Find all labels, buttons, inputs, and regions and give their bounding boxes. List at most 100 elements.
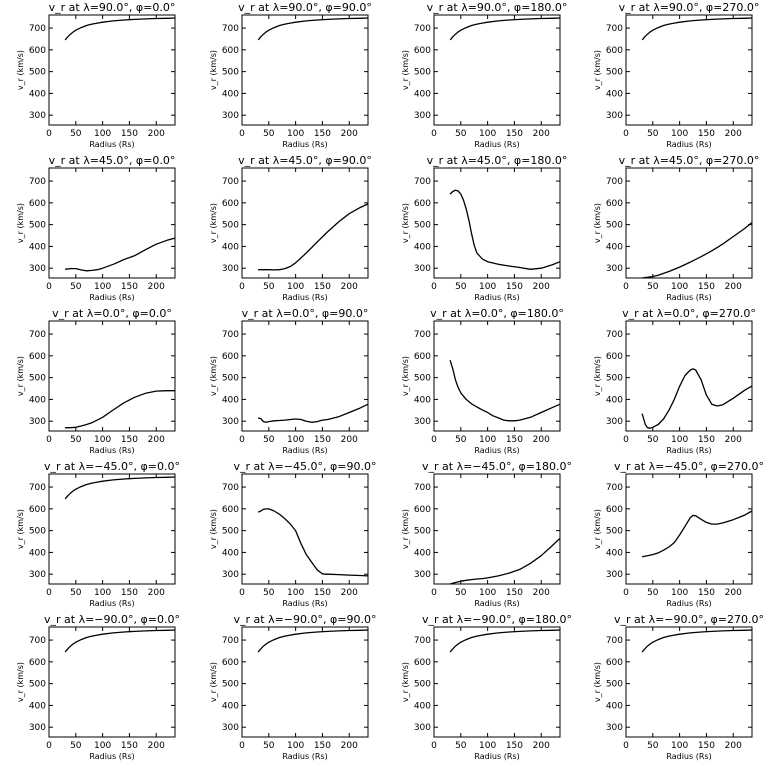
y-tick-label: 600: [29, 199, 46, 209]
x-tick-label: 150: [314, 435, 331, 445]
y-axis-label: v_r (km/s): [593, 356, 602, 396]
series-line: [65, 390, 175, 429]
y-tick-label: 300: [414, 417, 431, 427]
y-tick-label: 500: [222, 374, 239, 384]
y-tick-label: 600: [29, 658, 46, 668]
series-line: [65, 237, 176, 272]
plot-frame: [625, 473, 753, 585]
x-tick-label: 50: [70, 435, 82, 445]
x-tick-label: 200: [725, 741, 742, 751]
plot-frame: [48, 14, 176, 126]
plot-frame: [625, 626, 753, 738]
x-tick-label: 200: [341, 282, 358, 292]
y-tick-label: 400: [606, 548, 623, 558]
y-tick-label: 600: [414, 199, 431, 209]
y-tick-label: 300: [222, 723, 239, 733]
panel-title: v_r at λ=−90.0°, φ=0.0°: [44, 613, 180, 626]
panel-title: v_r at λ=−90.0°, φ=270.0°: [614, 613, 764, 626]
x-tick-label: 100: [479, 588, 496, 598]
panel-8: v_r at λ=0.0°, φ=0.0° 0 50 100 150 200 300 400 5…: [16, 307, 176, 455]
panel-title: v_r at λ=45.0°, φ=90.0°: [238, 154, 372, 167]
x-tick-label: 0: [623, 129, 629, 139]
x-tick-label: 200: [341, 129, 358, 139]
x-tick-label: 150: [314, 588, 331, 598]
panel-19: v_r at λ=−90.0°, φ=270.0° 0 50 100 150 200 300…: [593, 613, 764, 761]
x-tick-label: 50: [70, 282, 82, 292]
panel-title: v_r at λ=45.0°, φ=270.0°: [619, 154, 760, 167]
plot-frame: [48, 167, 176, 279]
x-tick-label: 100: [287, 435, 304, 445]
x-tick-label: 100: [479, 282, 496, 292]
y-tick-label: 300: [414, 723, 431, 733]
x-tick-label: 0: [239, 282, 245, 292]
x-tick-label: 150: [698, 741, 715, 751]
x-axis-label: Radius (Rs): [666, 293, 711, 302]
x-tick-label: 100: [287, 588, 304, 598]
x-tick-label: 50: [647, 588, 659, 598]
panel-title: v_r at λ=0.0°, φ=90.0°: [242, 307, 369, 320]
panel-3: v_r at λ=90.0°, φ=270.0° 0 50 100 150 200 300 4…: [593, 1, 759, 149]
y-tick-label: 700: [29, 24, 46, 34]
x-tick-label: 50: [70, 129, 82, 139]
series-line: [257, 629, 369, 653]
x-tick-label: 200: [725, 435, 742, 445]
y-axis-label: v_r (km/s): [209, 50, 218, 90]
x-tick-label: 0: [431, 129, 437, 139]
x-axis-label: Radius (Rs): [282, 599, 327, 608]
panel-7: v_r at λ=45.0°, φ=270.0° 0 50 100 150 200 300 4…: [593, 154, 759, 302]
y-tick-label: 400: [606, 242, 623, 252]
y-axis-label: v_r (km/s): [209, 509, 218, 549]
x-axis-label: Radius (Rs): [666, 140, 711, 149]
y-tick-label: 300: [222, 264, 239, 274]
plot-frame: [625, 167, 753, 279]
panel-6: v_r at λ=45.0°, φ=180.0° 0 50 100 150 200 300 4…: [401, 154, 567, 302]
y-tick-label: 500: [222, 221, 239, 231]
y-tick-label: 600: [606, 658, 623, 668]
x-axis-label: Radius (Rs): [282, 752, 327, 761]
y-tick-label: 400: [222, 242, 239, 252]
plot-frame: [241, 626, 369, 738]
x-axis-label: Radius (Rs): [666, 599, 711, 608]
x-axis-label: Radius (Rs): [666, 446, 711, 455]
panel-title: v_r at λ=−45.0°, φ=180.0°: [422, 460, 572, 473]
x-axis-label: Radius (Rs): [474, 293, 519, 302]
panel-title: v_r at λ=90.0°, φ=270.0°: [619, 1, 760, 14]
x-axis-label: Radius (Rs): [89, 293, 134, 302]
x-tick-label: 150: [506, 435, 523, 445]
series-line: [449, 17, 561, 41]
x-tick-label: 200: [533, 435, 550, 445]
x-tick-label: 200: [341, 588, 358, 598]
x-tick-label: 100: [671, 282, 688, 292]
x-tick-label: 150: [698, 588, 715, 598]
x-tick-label: 50: [263, 741, 275, 751]
panel-title: v_r at λ=−90.0°, φ=180.0°: [422, 613, 572, 626]
x-tick-label: 0: [431, 282, 437, 292]
x-tick-label: 100: [94, 282, 111, 292]
y-tick-label: 600: [414, 505, 431, 515]
x-tick-label: 150: [506, 129, 523, 139]
y-tick-label: 700: [606, 636, 623, 646]
x-tick-label: 0: [431, 588, 437, 598]
x-tick-label: 100: [671, 741, 688, 751]
x-axis-label: Radius (Rs): [474, 140, 519, 149]
y-tick-label: 400: [414, 548, 431, 558]
panel-title: v_r at λ=−45.0°, φ=270.0°: [614, 460, 764, 473]
x-tick-label: 0: [46, 741, 52, 751]
y-tick-label: 500: [29, 374, 46, 384]
y-tick-label: 300: [222, 417, 239, 427]
x-tick-label: 50: [263, 129, 275, 139]
y-tick-label: 500: [414, 68, 431, 78]
x-axis-label: Radius (Rs): [89, 599, 134, 608]
series-line: [258, 203, 369, 271]
y-axis-label: v_r (km/s): [401, 509, 410, 549]
x-axis-label: Radius (Rs): [89, 446, 134, 455]
x-tick-label: 50: [647, 435, 659, 445]
y-tick-label: 500: [606, 680, 623, 690]
x-tick-label: 150: [506, 588, 523, 598]
series-line: [64, 476, 176, 500]
x-axis-label: Radius (Rs): [282, 140, 327, 149]
x-tick-label: 200: [533, 129, 550, 139]
series-line: [257, 17, 369, 41]
x-tick-label: 0: [431, 741, 437, 751]
x-tick-label: 150: [314, 741, 331, 751]
